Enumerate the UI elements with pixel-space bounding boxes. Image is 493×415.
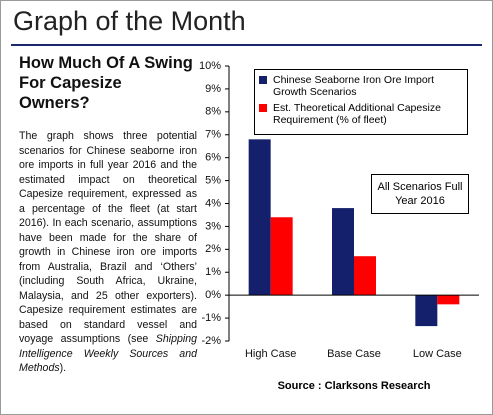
- legend-swatch: [259, 76, 267, 84]
- article-heading: How Much Of A Swing For Capesize Owners?: [19, 54, 193, 112]
- bar: [354, 256, 376, 296]
- y-tick-label: 7%: [205, 129, 221, 141]
- legend-entry: Est. Theoretical Additional Capesize Req…: [259, 102, 463, 126]
- bar: [332, 208, 354, 296]
- annotation: All Scenarios Full Year 2016: [371, 174, 469, 214]
- legend-swatch: [259, 104, 267, 112]
- x-tick-label: Low Case: [413, 348, 462, 360]
- article-body: The graph shows three potential scenario…: [19, 129, 197, 376]
- y-tick-label: 1%: [205, 266, 221, 278]
- y-tick-label: 10%: [199, 60, 221, 72]
- y-tick-label: -2%: [201, 335, 221, 347]
- bar: [437, 295, 460, 305]
- body-text: ).: [59, 362, 67, 374]
- y-tick-label: 2%: [205, 243, 221, 255]
- y-tick-label: 4%: [205, 197, 221, 209]
- legend-label: Chinese Seaborne Iron Ore Import Growth …: [273, 74, 435, 98]
- body-italic: Shipping Intelligence Weekly Sources and…: [19, 333, 197, 374]
- chart-source: Source : Clarksons Research: [277, 380, 431, 392]
- y-tick-label: 0%: [205, 289, 221, 301]
- y-tick-label: 3%: [205, 220, 221, 232]
- bar: [248, 139, 271, 296]
- legend-label: Est. Theoretical Additional Capesize Req…: [273, 102, 441, 126]
- title-rule: [11, 44, 482, 46]
- legend: Chinese Seaborne Iron Ore Import Growth …: [254, 69, 468, 135]
- y-tick-label: 6%: [205, 152, 221, 164]
- bar: [270, 217, 293, 296]
- body-text: The graph shows three potential scenario…: [19, 130, 197, 345]
- bar: [415, 295, 438, 327]
- legend-entry: Chinese Seaborne Iron Ore Import Growth …: [259, 74, 463, 98]
- y-tick-label: 8%: [205, 106, 221, 118]
- x-tick-label: Base Case: [327, 348, 381, 360]
- y-tick-label: -1%: [201, 312, 221, 324]
- y-tick-label: 9%: [205, 83, 221, 95]
- x-tick-label: High Case: [245, 348, 296, 360]
- y-tick-label: 5%: [205, 174, 221, 186]
- page-title: Graph of the Month: [13, 6, 246, 36]
